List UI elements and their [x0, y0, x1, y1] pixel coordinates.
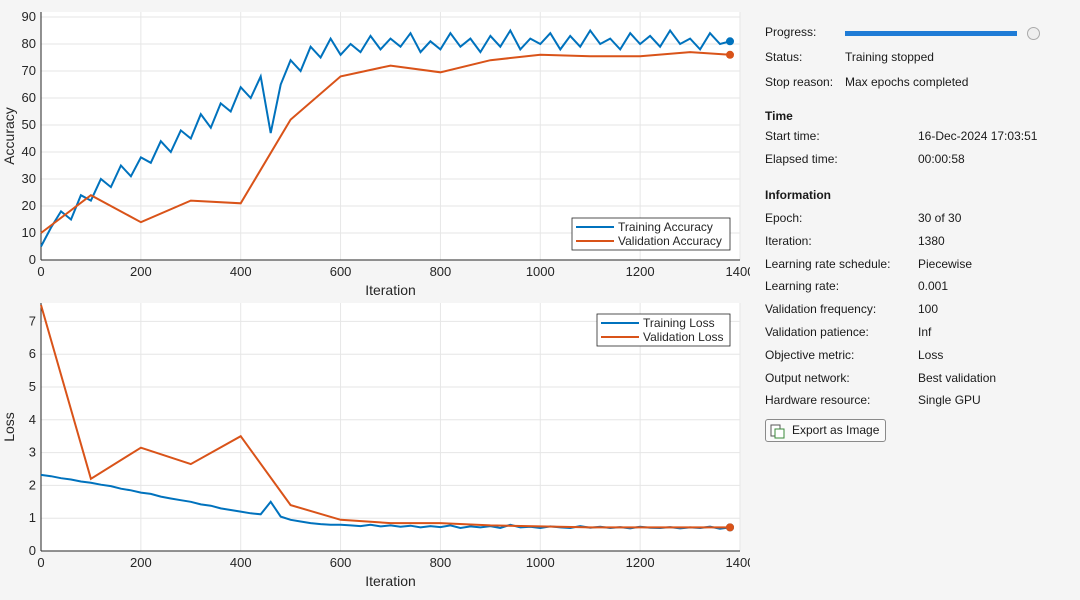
x-axis-label: Iteration [365, 282, 416, 298]
row-label: Status: [765, 50, 803, 64]
y-tick-label: 0 [29, 543, 36, 558]
y-tick-label: 0 [29, 252, 36, 267]
y-tick-label: 40 [22, 144, 36, 159]
row-value: Piecewise [918, 256, 973, 271]
y-axis-label: Loss [1, 412, 17, 442]
legend-label: Training Loss [643, 316, 715, 330]
row-label: Stop reason: [765, 75, 834, 89]
row-label: Validation patience: [765, 325, 869, 339]
x-tick-label: 0 [37, 555, 44, 570]
legend-label: Validation Loss [643, 330, 724, 344]
y-tick-label: 3 [29, 445, 36, 460]
end-marker [726, 37, 735, 46]
end-marker [726, 523, 735, 532]
row-label: Epoch: [765, 211, 803, 225]
y-tick-label: 6 [29, 346, 36, 361]
x-tick-label: 800 [430, 555, 452, 570]
progress-label: Progress: [765, 25, 817, 39]
row-label: Elapsed time: [765, 152, 838, 166]
row-label: Learning rate schedule: [765, 256, 891, 271]
y-tick-label: 50 [22, 117, 36, 132]
y-tick-label: 10 [22, 225, 36, 240]
row-label: Validation frequency: [765, 302, 877, 317]
x-tick-label: 1000 [526, 264, 555, 279]
row-value: 0.001 [918, 279, 949, 294]
stop-button[interactable] [1027, 27, 1040, 40]
y-tick-label: 60 [22, 90, 36, 105]
row-value: Loss [918, 347, 944, 362]
x-tick-label: 600 [330, 555, 352, 570]
row-label: Iteration: [765, 233, 812, 248]
x-tick-label: 400 [230, 555, 252, 570]
legend-label: Validation Accuracy [618, 234, 722, 248]
y-tick-label: 80 [22, 36, 36, 51]
section-heading: Information [765, 188, 831, 202]
row-value: Inf [918, 325, 932, 339]
legend-box [571, 217, 731, 251]
y-tick-label: 2 [29, 477, 36, 492]
row-value: 30 of 30 [918, 211, 962, 225]
row-value: Max epochs completed [845, 75, 969, 89]
series-line [40, 51, 731, 234]
export-button[interactable]: Export as Image [765, 419, 887, 442]
y-tick-label: 30 [22, 171, 36, 186]
series-line [40, 304, 730, 529]
row-value: Best validation [918, 370, 997, 385]
legend-label: Training Accuracy [618, 220, 713, 234]
row-label: Objective metric: [765, 347, 855, 362]
y-tick-label: 70 [22, 63, 36, 78]
x-tick-label: 600 [330, 264, 352, 279]
y-tick-label: 4 [29, 412, 36, 427]
progress-bar [845, 31, 1017, 36]
x-tick-label: 400 [230, 264, 252, 279]
row-label: Start time: [765, 129, 820, 143]
row-label: Learning rate: [765, 279, 840, 294]
row-value: Single GPU [918, 393, 981, 408]
x-tick-label: 800 [430, 264, 452, 279]
y-tick-label: 90 [22, 9, 36, 24]
y-tick-label: 5 [29, 379, 36, 394]
x-tick-label: 1200 [626, 555, 655, 570]
end-marker [726, 50, 735, 59]
row-label: Output network: [765, 370, 850, 385]
x-axis-label: Iteration [365, 573, 416, 589]
row-value: Training stopped [845, 50, 934, 64]
x-tick-label: 0 [37, 264, 44, 279]
charts: 0200400600800100012001400010203040506070… [1, 9, 750, 589]
x-tick-label: 200 [130, 264, 152, 279]
x-tick-label: 200 [130, 555, 152, 570]
x-tick-label: 1000 [526, 555, 555, 570]
row-value: 16-Dec-2024 17:03:51 [918, 129, 1038, 143]
row-value: 1380 [918, 233, 945, 248]
y-tick-label: 7 [29, 313, 36, 328]
row-value: 00:00:58 [918, 152, 965, 166]
x-tick-label: 1200 [626, 264, 655, 279]
y-tick-label: 1 [29, 510, 36, 525]
legend-box [596, 313, 731, 347]
y-axis-label: Accuracy [1, 107, 17, 165]
series-line [40, 28, 731, 247]
section-heading: Time [765, 109, 793, 123]
row-label: Hardware resource: [765, 393, 871, 408]
row-value: 100 [918, 302, 939, 317]
export-icon [770, 424, 785, 439]
y-tick-label: 20 [22, 198, 36, 213]
